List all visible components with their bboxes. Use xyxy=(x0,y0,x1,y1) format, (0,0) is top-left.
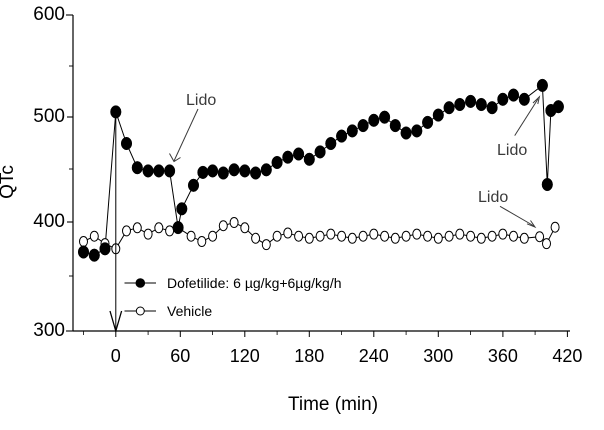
svg-text:0: 0 xyxy=(111,346,121,366)
svg-text:60: 60 xyxy=(170,346,190,366)
svg-text:500: 500 xyxy=(33,106,65,127)
svg-text:400: 400 xyxy=(33,211,65,232)
svg-text:Lido: Lido xyxy=(186,92,216,109)
svg-text:120: 120 xyxy=(230,346,260,366)
svg-text:Time (min): Time (min) xyxy=(288,394,378,415)
svg-text:420: 420 xyxy=(552,346,582,366)
svg-text:600: 600 xyxy=(33,4,65,25)
svg-text:Lido: Lido xyxy=(478,189,508,206)
svg-text:300: 300 xyxy=(423,346,453,366)
svg-text:240: 240 xyxy=(359,346,389,366)
svg-text:Lido: Lido xyxy=(497,142,527,159)
svg-text:180: 180 xyxy=(294,346,324,366)
svg-text:300: 300 xyxy=(33,320,65,341)
svg-text:360: 360 xyxy=(488,346,518,366)
svg-text:Dofetilide: 6 µg/kg+6µg/kg/h: Dofetilide: 6 µg/kg+6µg/kg/h xyxy=(167,275,342,291)
svg-text:Vehicle: Vehicle xyxy=(167,303,212,319)
svg-text:QTc: QTc xyxy=(0,165,18,199)
